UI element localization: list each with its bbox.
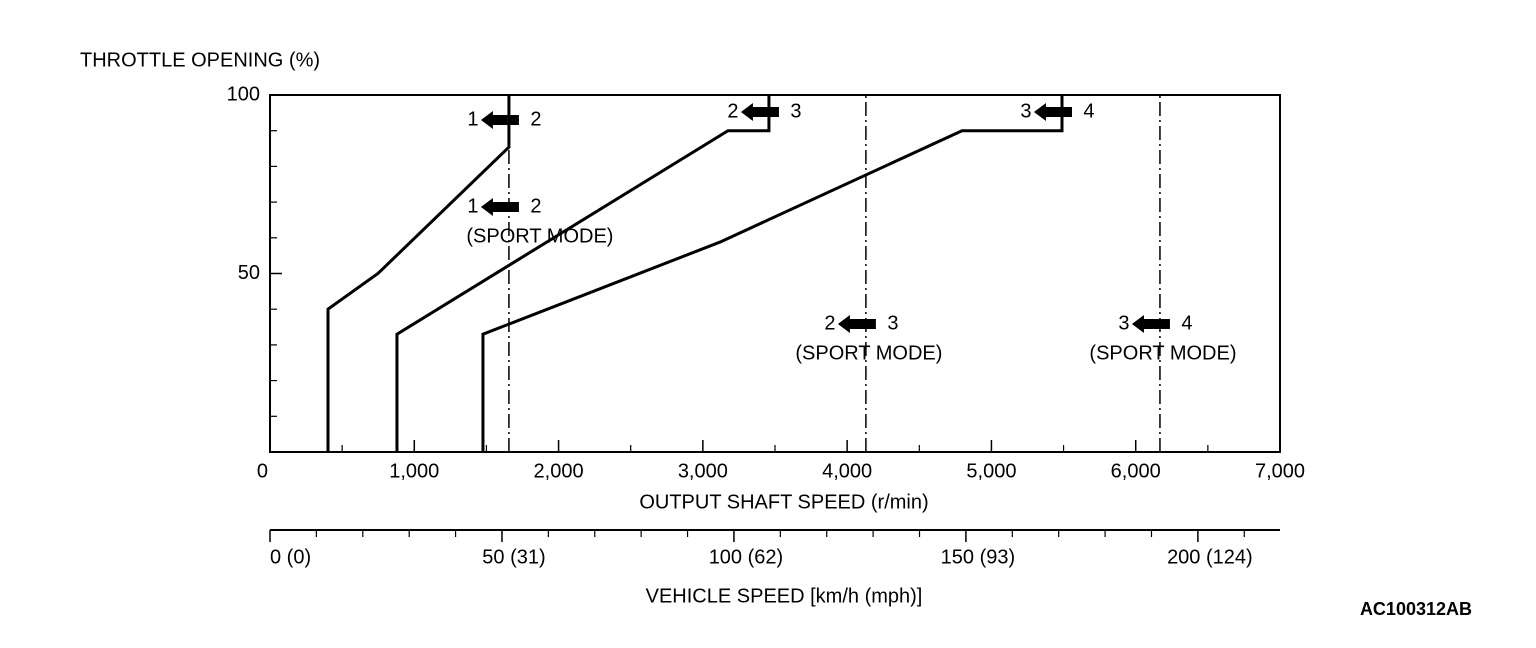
x-tick-label: 2,000 [534,460,584,482]
x2-axis-title: VEHICLE SPEED [km/h (mph)] [646,585,923,607]
x-axis-title: OUTPUT SHAFT SPEED (r/min) [639,491,928,513]
shift-from: 2 [824,312,835,334]
x-tick-label: 7,000 [1255,460,1305,482]
sport-mode-label: (SPORT MODE) [1089,342,1236,364]
shift-to: 3 [887,312,898,334]
shift-arrow [740,103,779,121]
shift-from: 3 [1118,312,1129,334]
x-tick-label: 6,000 [1111,460,1161,482]
x-tick-label: 1,000 [389,460,439,482]
shift-from: 1 [467,108,478,130]
shift-to: 4 [1083,100,1094,122]
shift-from: 3 [1020,100,1031,122]
shift-from: 2 [727,100,738,122]
x2-tick-label: 100 (62) [709,546,784,568]
shift-to: 3 [790,100,801,122]
shift-line [481,95,1064,452]
x2-tick-label: 200 (124) [1167,546,1253,568]
sport-mode-label: (SPORT MODE) [795,342,942,364]
y-tick-label: 50 [238,262,260,284]
shift-to: 4 [1181,312,1192,334]
shift-arrow [1131,315,1170,333]
shift-line [395,95,771,452]
plot-frame [269,94,1281,453]
sport-mode-label: (SPORT MODE) [466,225,613,247]
x2-tick-label: 50 (31) [482,546,545,568]
shift-arrow [837,315,876,333]
shift-arrow [1033,103,1072,121]
shift-to: 2 [530,195,541,217]
shift-from: 1 [467,195,478,217]
figure-code: AC100312AB [1360,599,1472,619]
shift-arrow [480,111,519,129]
x-tick-label: 3,000 [678,460,728,482]
x2-tick-label: 150 (93) [941,546,1016,568]
y-axis-title: THROTTLE OPENING (%) [80,49,320,71]
shift-arrow [480,198,519,216]
x2-tick-label: 0 (0) [270,546,311,568]
shift-to: 2 [530,108,541,130]
y-tick-label: 100 [227,83,260,105]
x-tick-label: 5,000 [966,460,1016,482]
x-tick-label: 0 [257,460,268,482]
x-tick-label: 4,000 [822,460,872,482]
